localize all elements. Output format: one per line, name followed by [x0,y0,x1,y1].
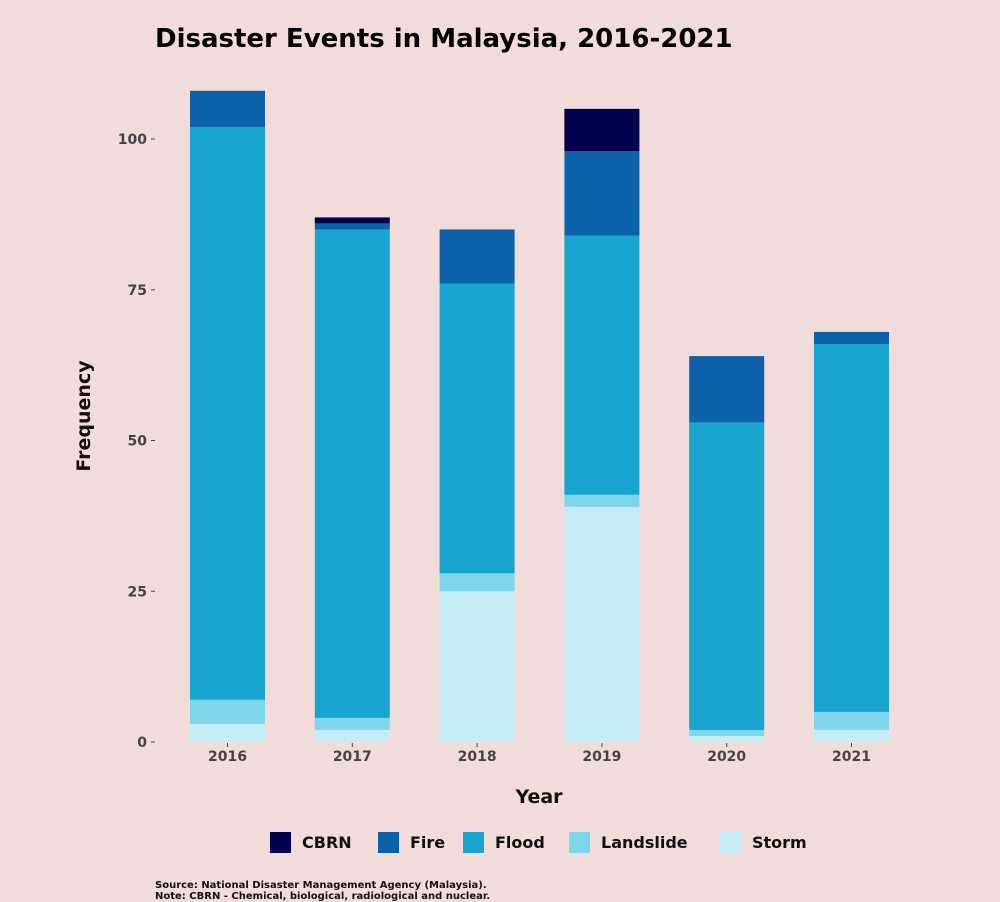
bar-storm-2021 [814,729,889,742]
x-tick-label: 2019 [582,749,621,765]
x-tick-label: 2017 [333,749,372,765]
legend: CBRN Fire Flood Landslide Storm [270,832,807,853]
legend-swatch [463,832,484,853]
bar-flood-2016 [190,126,265,700]
y-tick-label: 50 [128,434,148,450]
legend-label: Fire [410,833,445,852]
bar-stack-2020 [689,356,765,742]
legend-item-storm: Storm [720,832,807,853]
chart-title: Disaster Events in Malaysia, 2016-2021 [155,24,733,54]
bar-flood-2020 [689,422,765,730]
bar-fire-2017 [314,223,390,230]
bar-fire-2021 [814,331,889,345]
footnote-note: Note: CBRN - Chemical, biological, radio… [155,891,490,902]
bar-landslide-2020 [689,729,765,736]
bar-stack-2016 [190,90,265,742]
bars [190,90,889,742]
bar-landslide-2019 [564,494,640,507]
legend-swatch [378,832,399,853]
y-tick-label: 75 [128,283,147,299]
y-axis: 0 25 50 75 100 [118,132,155,751]
legend-swatch [720,832,741,853]
legend-item-flood: Flood [463,832,545,853]
y-tick-label: 0 [137,735,147,751]
legend-label: CBRN [302,833,352,852]
bar-fire-2020 [689,356,765,423]
y-axis-title: Frequency [73,360,95,472]
legend-item-fire: Fire [378,832,445,853]
y-tick-label: 100 [118,132,147,148]
bar-flood-2021 [814,344,889,712]
bar-landslide-2018 [439,573,515,592]
x-tick-label: 2021 [832,749,871,765]
legend-label: Landslide [601,833,688,852]
bar-fire-2019 [564,151,640,236]
x-tick-label: 2020 [707,749,746,765]
bar-landslide-2017 [314,717,390,730]
bar-storm-2018 [439,591,515,742]
legend-swatch [569,832,590,853]
bar-flood-2019 [564,235,640,495]
bar-fire-2016 [190,90,265,127]
x-tick-label: 2016 [208,749,247,765]
x-axis-title: Year [514,786,563,808]
legend-item-cbrn: CBRN [270,832,352,853]
x-axis: 2016 2017 2018 2019 2020 2021 [208,743,871,765]
legend-label: Flood [495,833,545,852]
y-tick-label: 25 [128,584,147,600]
bar-stack-2019 [564,108,640,742]
bar-storm-2019 [564,506,640,742]
bar-landslide-2016 [190,699,265,724]
bar-stack-2017 [314,217,390,742]
bar-cbrn-2019 [564,108,640,152]
bar-fire-2018 [439,229,515,284]
legend-item-landslide: Landslide [569,832,688,853]
bar-flood-2017 [314,229,390,718]
bar-storm-2017 [314,729,390,742]
bar-landslide-2021 [814,711,889,730]
bar-cbrn-2017 [314,217,390,224]
bar-storm-2016 [190,723,265,742]
x-tick-label: 2018 [458,749,497,765]
bar-flood-2018 [439,283,515,574]
bar-storm-2020 [689,735,765,742]
bar-stack-2021 [814,331,889,742]
bar-stack-2018 [439,229,515,742]
footnote-source: Source: National Disaster Management Age… [155,880,487,891]
legend-swatch [270,832,291,853]
legend-label: Storm [752,833,807,852]
